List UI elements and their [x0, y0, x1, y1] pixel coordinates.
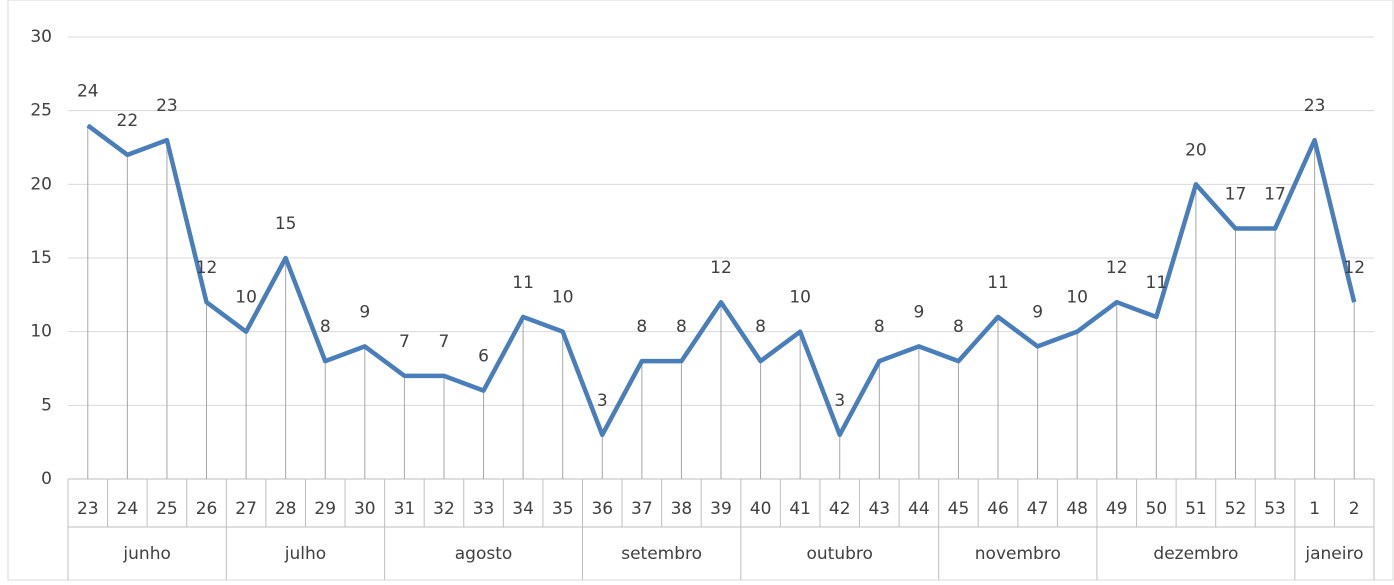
data-label: 12 — [1343, 258, 1365, 278]
x-tick-label: 23 — [77, 499, 99, 519]
data-label: 9 — [913, 302, 924, 322]
data-label: 22 — [117, 111, 139, 131]
x-tick-label: 37 — [631, 499, 653, 519]
x-tick-label: 2 — [1349, 499, 1360, 519]
data-label: 12 — [196, 258, 218, 278]
x-tick-label: 24 — [117, 499, 139, 519]
y-tick-label: 0 — [41, 469, 52, 489]
x-tick-label: 43 — [868, 499, 890, 519]
data-label: 8 — [755, 317, 766, 337]
group-label: novembro — [975, 544, 1061, 564]
x-tick-label: 1 — [1309, 499, 1320, 519]
x-tick-label: 36 — [591, 499, 613, 519]
x-tick-label: 31 — [394, 499, 416, 519]
x-tick-label: 45 — [948, 499, 970, 519]
data-label: 11 — [512, 273, 534, 293]
data-line — [86, 123, 1357, 438]
data-label: 8 — [953, 317, 964, 337]
group-label: junho — [122, 544, 170, 564]
data-label: 8 — [636, 317, 647, 337]
data-label: 3 — [597, 391, 608, 411]
data-label: 17 — [1225, 185, 1247, 205]
x-tick-label: 25 — [156, 499, 178, 519]
data-label: 7 — [399, 332, 410, 352]
x-tick-label: 39 — [710, 499, 732, 519]
group-label: setembro — [621, 544, 702, 564]
data-label: 8 — [320, 317, 331, 337]
x-tick-label: 44 — [908, 499, 930, 519]
data-label: 23 — [1304, 96, 1326, 116]
y-tick-label: 10 — [30, 322, 52, 342]
data-label: 10 — [235, 288, 257, 308]
data-label: 24 — [77, 81, 99, 101]
data-label: 10 — [1066, 288, 1088, 308]
group-label: julho — [284, 544, 326, 564]
data-label: 10 — [552, 288, 574, 308]
group-label: outubro — [807, 544, 873, 564]
x-tick-label: 51 — [1185, 499, 1207, 519]
data-label: 9 — [1032, 302, 1043, 322]
data-label: 15 — [275, 214, 297, 234]
chart-frame — [7, 0, 1394, 581]
data-label: 23 — [156, 96, 178, 116]
data-label: 7 — [439, 332, 450, 352]
x-tick-label: 42 — [829, 499, 851, 519]
x-tick-label: 26 — [196, 499, 218, 519]
group-label: janeiro — [1304, 544, 1363, 564]
group-label: dezembro — [1153, 544, 1238, 564]
x-tick-label: 48 — [1066, 499, 1088, 519]
x-tick-label: 27 — [235, 499, 257, 519]
y-tick-label: 5 — [41, 395, 52, 415]
x-tick-label: 29 — [314, 499, 336, 519]
x-tick-label: 50 — [1146, 499, 1168, 519]
data-label: 8 — [874, 317, 885, 337]
data-label: 17 — [1264, 185, 1286, 205]
data-label: 9 — [359, 302, 370, 322]
x-tick-label: 34 — [512, 499, 534, 519]
x-tick-label: 33 — [473, 499, 495, 519]
y-tick-label: 20 — [30, 174, 52, 194]
data-label: 12 — [710, 258, 732, 278]
x-tick-label: 30 — [354, 499, 376, 519]
x-tick-label: 53 — [1264, 499, 1286, 519]
x-tick-label: 28 — [275, 499, 297, 519]
data-label: 8 — [676, 317, 687, 337]
group-label: agosto — [455, 544, 513, 564]
x-tick-label: 49 — [1106, 499, 1128, 519]
x-tick-label: 32 — [433, 499, 455, 519]
x-tick-label: 40 — [750, 499, 772, 519]
data-label: 6 — [478, 347, 489, 367]
data-label: 10 — [789, 288, 811, 308]
x-tick-label: 46 — [987, 499, 1009, 519]
data-label: 11 — [1146, 273, 1168, 293]
x-tick-label: 47 — [1027, 499, 1049, 519]
data-label: 12 — [1106, 258, 1128, 278]
data-label: 20 — [1185, 140, 1207, 160]
y-tick-label: 30 — [30, 27, 52, 47]
x-tick-label: 52 — [1225, 499, 1247, 519]
x-tick-label: 35 — [552, 499, 574, 519]
x-tick-label: 41 — [789, 499, 811, 519]
data-label: 11 — [987, 273, 1009, 293]
data-label: 3 — [834, 391, 845, 411]
y-tick-label: 15 — [30, 248, 52, 268]
x-tick-label: 38 — [671, 499, 693, 519]
y-tick-label: 25 — [30, 101, 52, 121]
